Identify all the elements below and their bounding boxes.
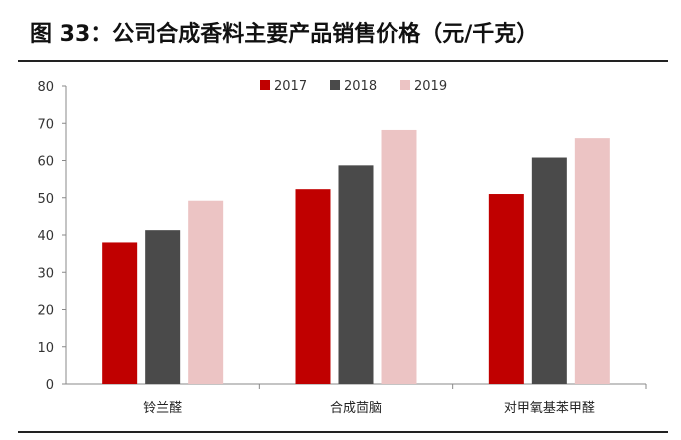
legend-swatch-2017	[260, 80, 270, 90]
bottom-divider	[18, 431, 668, 433]
bar-2018-0	[145, 230, 181, 384]
bar-2019-0	[188, 200, 224, 384]
y-tick-group: 0 10 20 30 40 50 60 70 80	[37, 80, 66, 393]
bar-2017-0	[102, 242, 138, 384]
bar-2018-1	[338, 165, 374, 384]
legend-swatch-2018	[330, 80, 340, 90]
x-category-label: 对甲氧基苯甲醛	[504, 400, 595, 416]
bar-2017-2	[488, 194, 524, 384]
y-tick-label: 80	[37, 80, 54, 95]
y-tick-label: 20	[37, 304, 54, 319]
y-tick-label: 0	[46, 378, 54, 393]
legend: 2017 2018 2019	[260, 79, 447, 94]
y-tick-label: 10	[37, 341, 54, 356]
bar-2018-2	[531, 157, 567, 384]
x-category-label: 铃兰醛	[143, 400, 182, 416]
x-category-label: 合成茴脑	[330, 401, 382, 416]
bar-2019-2	[574, 138, 610, 384]
legend-label-2019: 2019	[414, 79, 447, 94]
y-tick-label: 30	[37, 266, 54, 281]
y-tick-label: 70	[37, 117, 54, 132]
title-divider	[18, 60, 668, 62]
bar-2019-1	[381, 129, 417, 384]
legend-label-2018: 2018	[344, 79, 377, 94]
y-tick-label: 40	[37, 229, 54, 244]
chart-title: 图 33：公司合成香料主要产品销售价格（元/千克）	[30, 22, 539, 47]
legend-label-2017: 2017	[274, 79, 307, 94]
legend-swatch-2019	[400, 80, 410, 90]
category-label-group: 铃兰醛 合成茴脑 对甲氧基苯甲醛	[143, 400, 595, 416]
y-tick-label: 60	[37, 155, 54, 170]
bar-2017-1	[295, 189, 331, 384]
bars-group	[102, 129, 610, 384]
y-tick-label: 50	[37, 192, 54, 207]
